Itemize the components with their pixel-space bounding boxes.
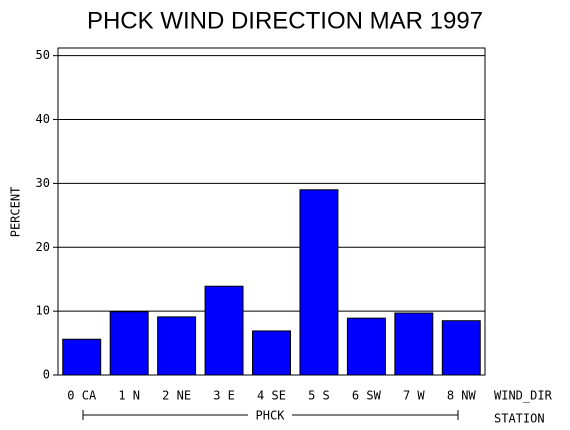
chart-title: PHCK WIND DIRECTION MAR 1997: [87, 7, 483, 34]
x-tick-label: 4 SE: [257, 389, 286, 403]
y-tick-label: 40: [36, 112, 50, 126]
bar: [441, 320, 481, 376]
x-axis-label: WIND_DIR: [494, 389, 553, 403]
group-axis-label: STATION: [494, 412, 545, 426]
x-tick-label: 3 E: [213, 389, 235, 403]
bar: [252, 330, 291, 376]
y-tick-label: 10: [36, 304, 50, 318]
x-tick-label: 7 W: [403, 389, 425, 403]
x-tick-label: 0 CA: [67, 389, 97, 403]
y-tick-label: 0: [43, 368, 50, 382]
group-label: PHCK: [256, 409, 286, 423]
x-tick-label: 2 NE: [162, 389, 191, 403]
y-axis-label: PERCENT: [9, 187, 23, 238]
bar: [62, 338, 102, 376]
bar: [157, 316, 197, 376]
bar: [394, 312, 434, 376]
x-tick-label: 1 N: [118, 389, 140, 403]
bar: [299, 189, 339, 376]
group-label-bg: [248, 407, 292, 423]
y-tick-label: 30: [36, 176, 50, 190]
bar: [204, 285, 244, 376]
bar: [346, 317, 386, 376]
x-tick-label: 5 S: [308, 389, 330, 403]
x-tick-label: 8 NW: [447, 389, 477, 403]
x-tick-label: 6 SW: [352, 389, 382, 403]
y-tick-label: 20: [36, 240, 50, 254]
y-tick-label: 50: [36, 48, 50, 62]
bar: [109, 311, 149, 376]
